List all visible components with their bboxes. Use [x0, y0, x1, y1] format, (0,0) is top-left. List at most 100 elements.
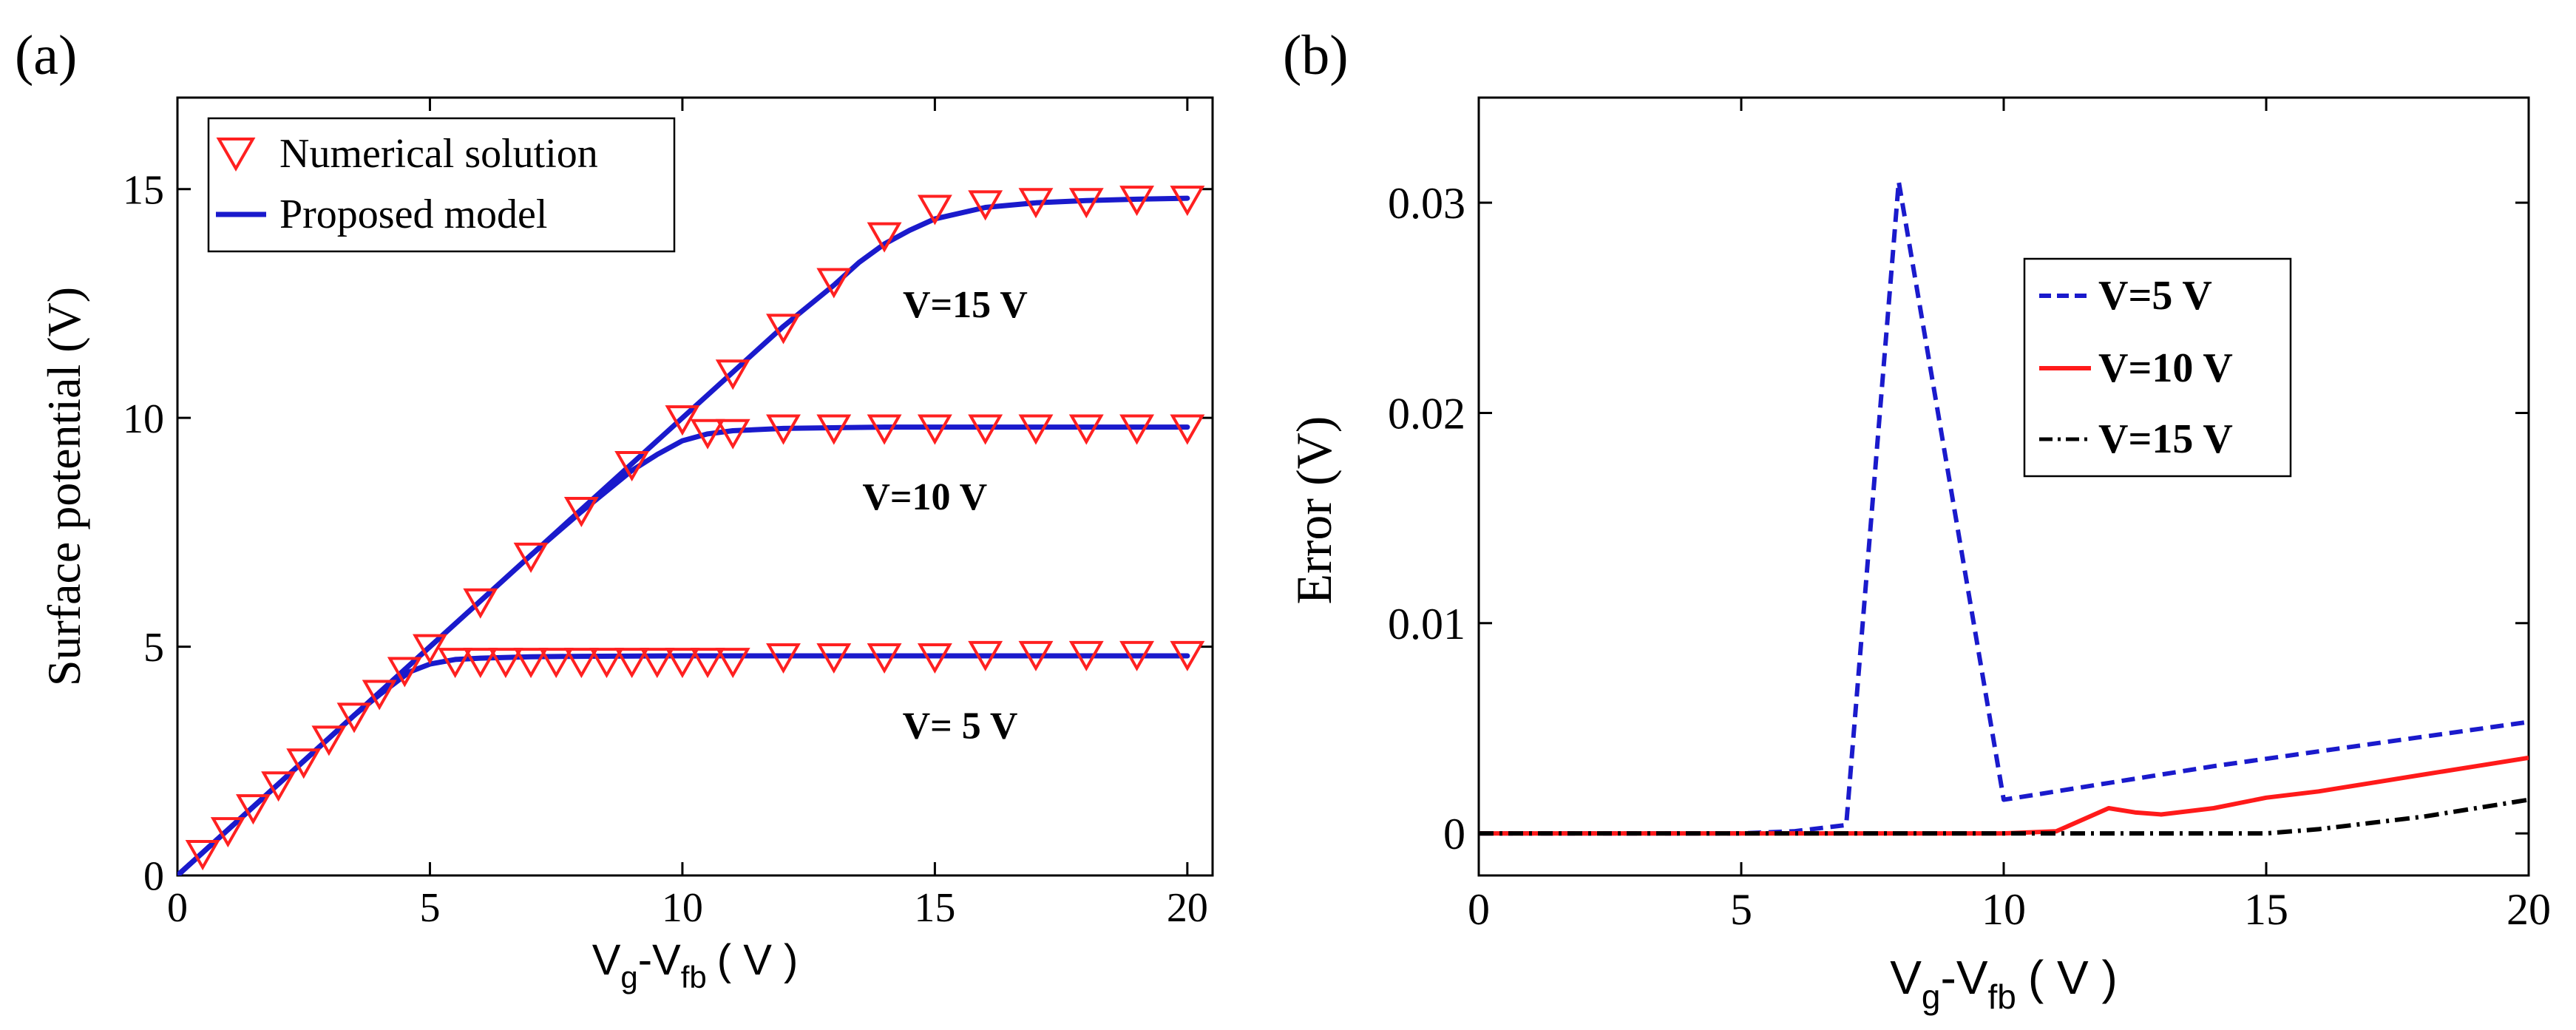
numerical-marker [968, 640, 1003, 671]
numerical-marker [1119, 640, 1155, 671]
numerical-marker [614, 648, 650, 679]
numerical-marker [867, 414, 902, 445]
numerical-marker [1018, 640, 1054, 671]
numerical-marker [210, 817, 245, 848]
y-tick-label-a: 5 [143, 625, 164, 671]
numerical-marker [690, 419, 725, 450]
numerical-marker [665, 405, 700, 436]
legend-b: V=5 V V=10 V V=15 V [2023, 257, 2292, 478]
numerical-marker [463, 648, 498, 679]
x-label-a-sub1: g [620, 960, 637, 995]
curve-annotation: V=15 V [903, 284, 1028, 326]
numerical-marker [438, 648, 473, 679]
numerical-marker [917, 414, 952, 445]
model-line [177, 195, 1190, 875]
numerical-marker [867, 643, 902, 674]
legend-label-model: Proposed model [279, 192, 547, 237]
plot-frame-b [1477, 96, 2530, 877]
numerical-marker [1119, 414, 1155, 445]
numerical-marker [715, 359, 750, 390]
numerical-marker [968, 190, 1003, 221]
numerical-marker [640, 648, 675, 679]
numerical-marker [816, 643, 852, 674]
numerical-marker [336, 702, 372, 733]
numerical-marker [968, 414, 1003, 445]
curve-annotation: V= 5 V [903, 705, 1018, 747]
y-tick-label-b: 0.03 [1388, 179, 1465, 228]
x-tick-label-b: 10 [1982, 885, 2026, 934]
x-label-a-sub2: fb [681, 960, 707, 995]
x-label-a-unit: ( V ) [717, 936, 799, 984]
numerical-marker [488, 648, 523, 679]
x-tick-label-a: 5 [419, 885, 440, 931]
numerical-marker [1170, 186, 1205, 217]
numerical-marker [816, 268, 852, 299]
numerical-markers-a [185, 186, 1205, 871]
numerical-marker [311, 725, 347, 756]
error-line [1479, 755, 2529, 836]
numerical-marker [917, 194, 952, 226]
x-tick-label-a: 0 [167, 885, 188, 931]
panel-label-a: (a) [15, 24, 77, 87]
y-tick-label-b: 0.01 [1388, 600, 1465, 648]
error-lines-b [1479, 179, 2529, 836]
legend-a: Numerical solution Proposed model [207, 117, 676, 253]
numerical-marker [286, 748, 322, 779]
chart-b: (b) 0 5 10 15 20 0 0.01 0.02 0.03 Error (V) Vg-V… [1283, 24, 2551, 1016]
y-tick-label-a: 0 [143, 854, 164, 900]
numerical-marker [665, 648, 700, 679]
numerical-marker [1068, 414, 1104, 445]
numerical-marker [1119, 186, 1155, 217]
x-tick-label-a: 15 [914, 885, 955, 931]
numerical-marker [387, 657, 422, 688]
y-tick-label-a: 15 [123, 167, 164, 213]
x-tick-label-b: 15 [2244, 885, 2288, 934]
y-axis-label-b: Error (V) [1286, 416, 1342, 605]
numerical-marker [1170, 414, 1205, 445]
numerical-marker [1018, 414, 1054, 445]
tick-marks-a [176, 98, 1213, 877]
x-tick-label-a: 10 [662, 885, 703, 931]
x-tick-label-a: 20 [1167, 885, 1208, 931]
legend-label-15v: V=15 V [2098, 416, 2233, 462]
numerical-marker [1018, 188, 1054, 219]
numerical-marker [766, 414, 801, 445]
error-line [1479, 797, 2529, 836]
numerical-marker [766, 643, 801, 674]
x-axis-label-a: Vg-Vfb ( V ) [592, 936, 799, 995]
numerical-marker [563, 648, 599, 679]
y-axis-label-a: Surface potential (V) [38, 287, 90, 686]
numerical-marker [538, 648, 574, 679]
y-tick-label-b: 0 [1443, 810, 1465, 858]
x-tick-label-b: 20 [2506, 885, 2551, 934]
numerical-marker [715, 419, 750, 450]
x-label-b-unit: ( V ) [2028, 951, 2118, 1004]
y-tick-label-a: 10 [123, 396, 164, 442]
panel-label-b: (b) [1283, 24, 1349, 87]
numerical-marker [513, 542, 549, 573]
legend-label-10v: V=10 V [2098, 345, 2233, 391]
numerical-marker [563, 496, 599, 527]
x-label-a-main: V [592, 936, 621, 984]
numerical-marker [185, 840, 220, 871]
x-axis-label-b: Vg-Vfb ( V ) [1890, 951, 2118, 1016]
legend-box-a [207, 117, 676, 253]
legend-label-5v: V=5 V [2098, 273, 2212, 319]
x-tick-label-b: 5 [1730, 885, 1752, 934]
numerical-marker [261, 771, 296, 802]
x-label-b-dash: -V [1941, 951, 1988, 1004]
chart-a: (a) 0 5 10 15 20 0 5 10 15 V=15 V V=10 V V= 5 V Su… [15, 24, 1214, 995]
numerical-marker [816, 414, 852, 445]
x-label-b-sub1: g [1922, 978, 1941, 1016]
tick-marks-b [1477, 98, 2530, 875]
tick-labels-b: 0 5 10 15 20 0 0.01 0.02 0.03 [1388, 179, 2551, 934]
numerical-marker [362, 680, 397, 711]
x-tick-label-b: 0 [1468, 885, 1490, 934]
legend-label-numerical: Numerical solution [279, 131, 598, 177]
x-label-a-dash: -V [638, 936, 681, 984]
numerical-marker [690, 648, 725, 679]
numerical-marker [513, 648, 549, 679]
y-tick-label-b: 0.02 [1388, 389, 1465, 438]
numerical-marker [715, 648, 750, 679]
